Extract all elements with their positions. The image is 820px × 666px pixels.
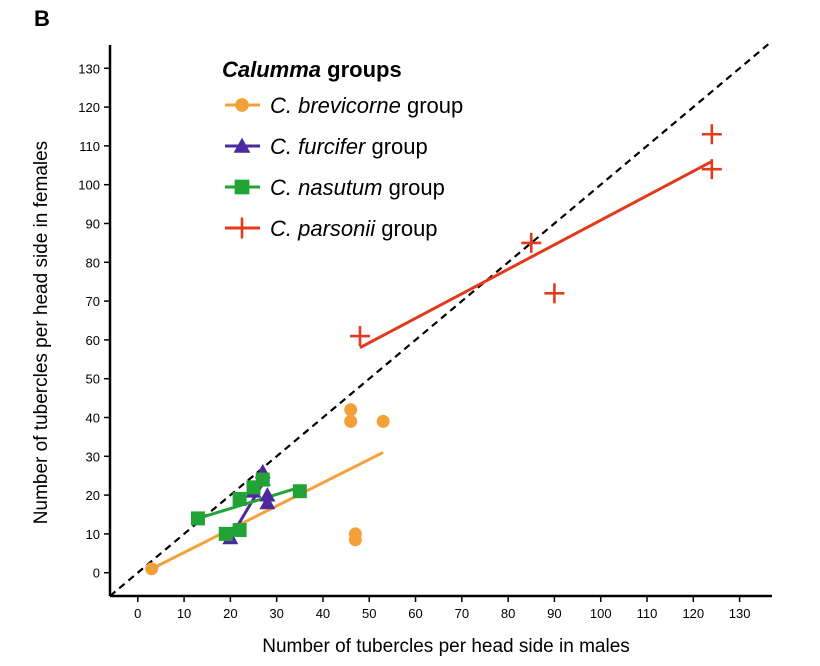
panel-label: B [34, 6, 50, 31]
x-tick-label: 10 [177, 606, 191, 621]
trend-line-plus [359, 160, 713, 349]
x-tick-label: 110 [637, 606, 658, 621]
trend-lines-group [150, 160, 713, 571]
trend-line-circle [150, 451, 384, 571]
data-point-plus-4 [701, 159, 722, 180]
legend-label-italic: C. nasutum [270, 175, 383, 200]
y-tick-label: 120 [78, 100, 100, 115]
data-point-circle-0 [145, 562, 159, 576]
y-tick-label: 60 [86, 333, 100, 348]
legend-label-circle: C. brevicorne group [270, 93, 463, 118]
data-point-square-2 [232, 523, 247, 538]
x-tick-label: 70 [455, 606, 469, 621]
x-axis-title: Number of tubercles per head side in mal… [262, 636, 630, 657]
y-tick-label: 70 [86, 294, 100, 309]
legend-marker-plus [231, 217, 253, 239]
data-point-circle-1 [344, 403, 358, 417]
legend-label-rest: group [383, 175, 445, 200]
legend-marker-circle [235, 98, 249, 112]
data-point-square-6 [292, 484, 307, 499]
legend-title-rest: groups [321, 57, 402, 82]
x-tick-label: 20 [223, 606, 237, 621]
data-point-triangle-3 [259, 487, 276, 502]
legend-label-plus: C. parsonii group [270, 216, 438, 241]
x-tick-label: 130 [729, 606, 751, 621]
reference-line [109, 40, 773, 597]
data-point-square-5 [255, 472, 270, 487]
legend-label-triangle: C. furcifer group [270, 134, 428, 159]
y-tick-label: 10 [86, 527, 100, 542]
x-tick-label: 100 [590, 606, 612, 621]
legend-title-italic: Calumma [222, 57, 321, 82]
legend-label-square: C. nasutum group [270, 175, 445, 200]
y-tick-label: 90 [86, 216, 100, 231]
data-point-plus-2 [544, 283, 565, 304]
y-tick-label: 50 [86, 372, 100, 387]
legend-label-rest: group [375, 216, 437, 241]
y-tick-label: 20 [86, 488, 100, 503]
data-point-square-1 [218, 526, 233, 541]
points-group [145, 124, 722, 576]
data-point-circle-3 [376, 414, 390, 428]
y-tick-label: 30 [86, 449, 100, 464]
x-tick-label: 30 [269, 606, 283, 621]
data-point-plus-0 [349, 326, 370, 347]
x-tick-label: 90 [547, 606, 561, 621]
x-tick-label: 80 [501, 606, 515, 621]
data-point-square-0 [190, 511, 205, 526]
y-tick-label: 110 [79, 139, 100, 154]
data-point-plus-3 [701, 124, 722, 145]
reference-line-group [109, 40, 773, 597]
legend-label-italic: C. brevicorne [270, 93, 401, 118]
y-tick-label: 40 [86, 411, 100, 426]
x-tick-label: 40 [316, 606, 330, 621]
legend-label-rest: group [401, 93, 463, 118]
axes-group: 0 10 20 30 40 50 60 70 80 90 100 110 120 130 0 10 20 30 40… [78, 45, 772, 621]
y-tick-label: 0 [93, 566, 100, 581]
data-point-square-3 [232, 491, 247, 506]
x-tick-label: 60 [408, 606, 422, 621]
data-point-circle-2 [344, 414, 358, 428]
x-tick-label: 50 [362, 606, 376, 621]
data-point-triangle-4 [259, 494, 276, 510]
y-tick-label: 80 [86, 255, 100, 270]
legend-label-italic: C. furcifer [270, 134, 367, 159]
trend-line-square [197, 485, 301, 520]
x-tick-label: 0 [134, 606, 141, 621]
y-tick-label: 100 [78, 178, 100, 193]
legend-marker-square [234, 179, 250, 195]
legend-label-italic: C. parsonii [270, 216, 376, 241]
data-point-plus-1 [521, 232, 542, 253]
legend-title: Calumma groups [222, 57, 402, 82]
x-tick-label: 120 [682, 606, 704, 621]
data-point-circle-5 [348, 533, 362, 547]
legend-marker-triangle [233, 137, 251, 153]
y-axis-title: Number of tubercles per head side in fem… [31, 141, 52, 524]
y-tick-label: 130 [78, 61, 100, 76]
legend-label-rest: group [365, 134, 427, 159]
